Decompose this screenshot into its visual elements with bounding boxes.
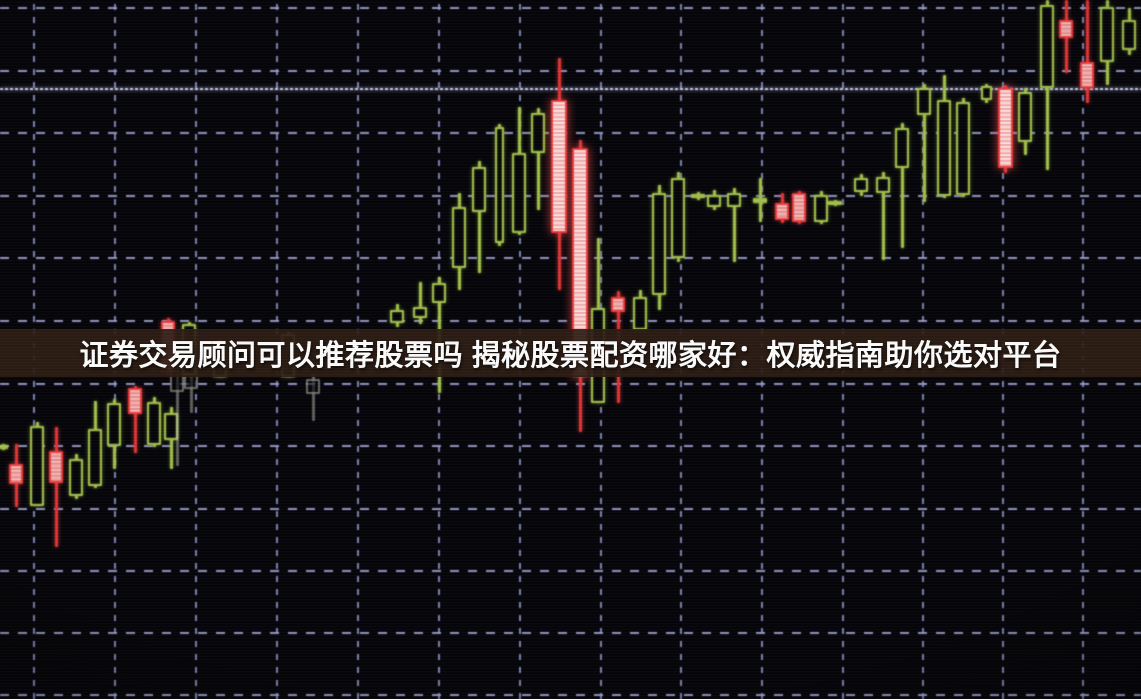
candle-body-down: [49, 451, 63, 483]
candle-body-down: [611, 297, 625, 312]
candle-body-up: [937, 100, 951, 196]
candle-body-up: [652, 193, 666, 295]
candle-body-down: [128, 388, 142, 414]
candle-body-up: [452, 207, 466, 268]
candle-body-up: [917, 88, 931, 115]
candle-body-down: [1080, 62, 1094, 88]
candle-body-up: [494, 127, 504, 243]
candle-body-down: [9, 464, 23, 484]
candle-body-up: [1018, 92, 1032, 142]
candle-body-up: [854, 178, 868, 192]
candle-body-up: [107, 403, 121, 446]
candle-body-up: [727, 193, 741, 207]
candle-body-up: [147, 402, 161, 445]
candle-body-up: [1122, 20, 1136, 50]
candle-body-ghost: [306, 379, 320, 394]
candle-body-down: [551, 100, 567, 233]
article-title: 证券交易顾问可以推荐股票吗 揭秘股票配资哪家好：权威指南助你选对平台: [79, 340, 1062, 372]
candle-wick: [54, 427, 58, 547]
candle-body-up: [1040, 5, 1054, 88]
candle-body-up: [876, 177, 890, 193]
candle-body-up: [432, 283, 446, 303]
candle-body-down: [792, 193, 806, 222]
title-banner: 证券交易顾问可以推荐股票吗 揭秘股票配资哪家好：权威指南助你选对平台: [0, 329, 1141, 377]
candle-body-up: [512, 153, 526, 233]
candle-body-up: [472, 167, 486, 212]
candle-body-up: [30, 426, 44, 506]
candle-body-up: [671, 178, 685, 258]
candle-body-doji: [691, 194, 705, 198]
candle-body-up: [980, 86, 992, 100]
candle-body-up: [413, 307, 427, 318]
candle-body-up: [1100, 7, 1114, 62]
candle-body-up: [69, 459, 83, 496]
candle-body-up: [390, 310, 404, 323]
candle-body-down: [1059, 20, 1073, 38]
candle-body-doji: [0, 445, 8, 449]
candle-body-up: [814, 195, 828, 222]
candle-body-up: [633, 297, 647, 330]
candle-body-up: [956, 102, 970, 195]
candle-body-up: [895, 128, 909, 168]
candle-body-down: [775, 203, 789, 220]
candle-body-up: [88, 429, 102, 486]
candle-body-down: [997, 88, 1013, 168]
candle-body-doji: [753, 198, 767, 203]
candle-body-up: [707, 195, 721, 207]
candle-body-up: [531, 113, 545, 153]
candle-body-doji: [828, 201, 842, 205]
